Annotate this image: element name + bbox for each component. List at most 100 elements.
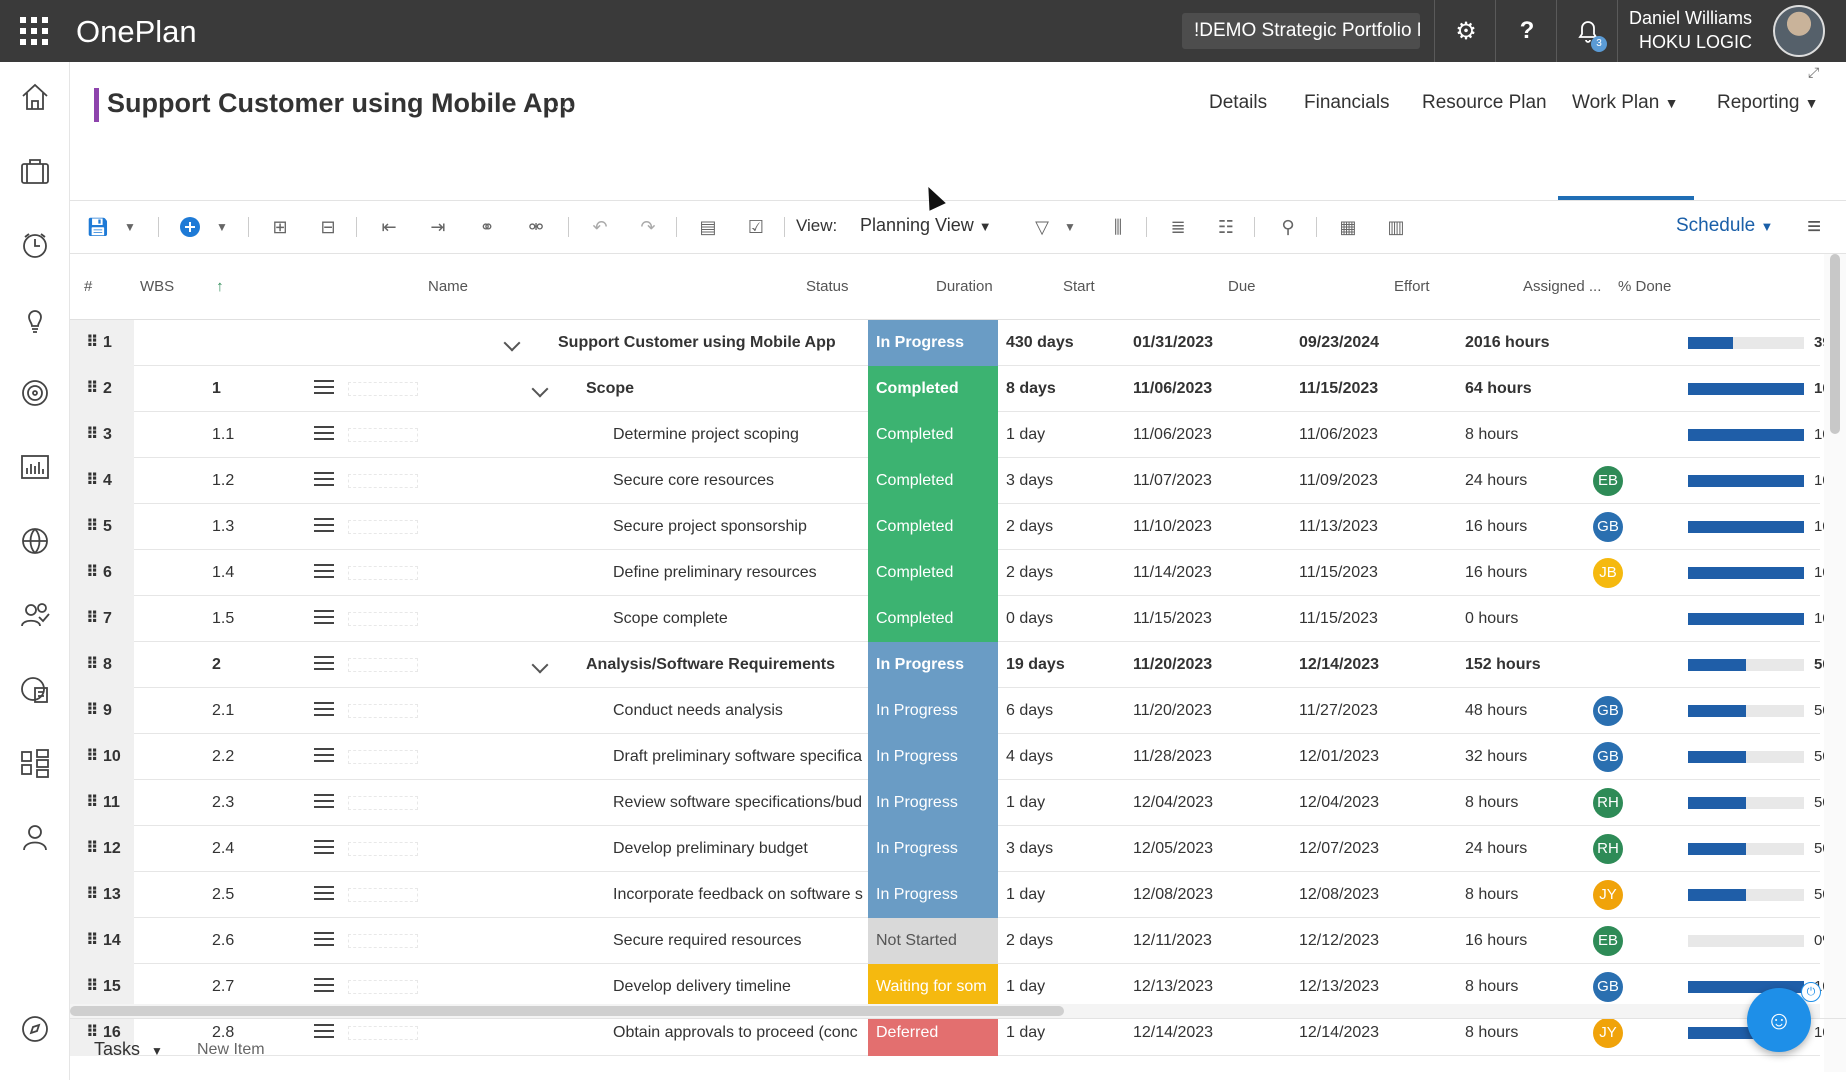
tab-reporting[interactable]: Reporting ▼ — [1717, 92, 1819, 114]
duration-cell[interactable]: 8 days — [1006, 380, 1056, 397]
status-badge[interactable]: In Progress — [868, 320, 998, 366]
tab-financials[interactable]: Financials — [1304, 92, 1390, 113]
duration-cell[interactable]: 0 days — [1006, 610, 1054, 627]
row-drag-handle[interactable]: ⠿ 14 — [70, 918, 134, 964]
table-row[interactable]: ⠿ 5 1.3 Secure project sponsorship Complete… — [70, 504, 1846, 550]
table-row[interactable]: ⠿ 3 1.1 Determine project scoping Completed… — [70, 412, 1846, 458]
collapse-all-icon[interactable]: ⊟ — [320, 216, 336, 237]
due-cell[interactable]: 12/12/2023 — [1299, 932, 1380, 949]
avatar[interactable]: JY — [1593, 1018, 1623, 1048]
start-cell[interactable]: 12/05/2023 — [1133, 840, 1214, 857]
redo-icon[interactable]: ↷ — [640, 216, 656, 237]
effort-cell[interactable]: 24 hours — [1465, 472, 1528, 489]
avatar[interactable]: GB — [1593, 742, 1623, 772]
table-row[interactable]: ⠿ 6 1.4 Define preliminary resources Comple… — [70, 550, 1846, 596]
horizontal-scroll-thumb[interactable] — [70, 1006, 1064, 1016]
status-badge[interactable]: In Progress — [868, 688, 998, 734]
task-name[interactable]: Develop preliminary budget — [613, 840, 808, 857]
title-more-icon[interactable]: ··· — [554, 96, 575, 116]
effort-cell[interactable]: 16 hours — [1465, 932, 1528, 949]
view-selector[interactable]: Planning View ▼ — [860, 215, 992, 236]
status-badge[interactable]: In Progress — [868, 642, 998, 688]
row-menu-icon[interactable] — [314, 610, 334, 628]
effort-cell[interactable]: 32 hours — [1465, 748, 1528, 765]
column-header-status[interactable]: Status — [806, 278, 849, 295]
table-row[interactable]: ⠿ 12 2.4 Develop preliminary budget In Prog… — [70, 826, 1844, 872]
user-icon[interactable] — [18, 820, 52, 854]
row-drag-handle[interactable]: ⠿ 10 — [70, 734, 134, 780]
row-drag-handle[interactable]: ⠿ 4 — [70, 458, 134, 504]
start-cell[interactable]: 12/13/2023 — [1133, 978, 1214, 995]
link-icon[interactable]: ⚭ — [479, 216, 495, 237]
avatar[interactable]: GB — [1593, 696, 1623, 726]
status-badge[interactable]: In Progress — [868, 780, 998, 826]
avatar[interactable]: GB — [1593, 512, 1623, 542]
filter-icon[interactable]: ▽ — [1035, 216, 1049, 237]
duration-cell[interactable]: 2 days — [1006, 518, 1054, 535]
user-avatar[interactable] — [1773, 5, 1825, 57]
new-item-button[interactable]: New Item — [197, 1041, 265, 1058]
task-name[interactable]: Secure required resources — [613, 932, 802, 949]
connect-icon[interactable]: ⚲ — [1281, 216, 1295, 237]
column-header-start[interactable]: Start — [1063, 278, 1095, 295]
outdent-icon[interactable]: ⇤ — [381, 216, 397, 237]
table-row[interactable]: ⠿ 9 2.1 Conduct needs analysis In Progress 6… — [70, 688, 1844, 734]
team-icon[interactable] — [18, 598, 52, 632]
duration-cell[interactable]: 4 days — [1006, 748, 1054, 765]
row-menu-icon[interactable] — [314, 840, 334, 858]
task-name[interactable]: Draft preliminary software specifica — [613, 748, 862, 765]
table-row[interactable]: ⠿ 11 2.3 Review software specifications/bu… — [70, 780, 1844, 826]
outline-icon[interactable]: ☷ — [1217, 216, 1235, 237]
start-cell[interactable]: 12/08/2023 — [1133, 886, 1214, 903]
task-name[interactable]: Review software specifications/bud — [613, 794, 863, 811]
duration-cell[interactable]: 3 days — [1006, 840, 1054, 857]
effort-cell[interactable]: 8 hours — [1465, 978, 1519, 995]
avatar[interactable]: GB — [1593, 972, 1623, 1002]
duration-cell[interactable]: 3 days — [1006, 472, 1054, 489]
row-drag-handle[interactable]: ⠿ 2 — [70, 366, 134, 412]
unlink-icon[interactable]: ⚮ — [528, 216, 544, 237]
status-badge[interactable]: Completed — [868, 458, 998, 504]
org-chart-icon[interactable] — [18, 746, 52, 780]
status-badge[interactable]: In Progress — [868, 872, 998, 918]
start-cell[interactable]: 11/20/2023 — [1133, 656, 1213, 673]
status-badge[interactable]: Completed — [868, 412, 998, 458]
task-name[interactable]: Incorporate feedback on software s — [613, 886, 863, 903]
task-name[interactable]: Determine project scoping — [613, 426, 799, 443]
chevron-down-icon[interactable] — [531, 656, 549, 674]
task-name[interactable]: Scope complete — [613, 610, 728, 627]
tab-work-plan[interactable]: Work Plan ▼ — [1572, 92, 1678, 114]
row-menu-icon[interactable] — [314, 702, 334, 720]
due-cell[interactable]: 12/04/2023 — [1299, 794, 1380, 811]
column-header-name[interactable]: Name — [428, 278, 469, 295]
indent-icon[interactable]: ⇥ — [430, 216, 446, 237]
task-name[interactable]: Secure core resources — [613, 472, 774, 489]
task-name[interactable]: Secure project sponsorship — [613, 518, 807, 535]
portfolio-selector[interactable]: !DEMO Strategic Portfolio M — [1182, 13, 1420, 49]
effort-cell[interactable]: 16 hours — [1465, 564, 1528, 581]
notes-icon[interactable]: ▤ — [699, 216, 717, 237]
filter-menu-caret-icon[interactable]: ▼ — [1064, 220, 1076, 234]
task-name[interactable]: Develop delivery timeline — [613, 978, 791, 995]
compass-icon[interactable] — [18, 1012, 52, 1046]
task-name[interactable]: Scope — [586, 380, 635, 397]
due-cell[interactable]: 12/07/2023 — [1299, 840, 1380, 857]
effort-cell[interactable]: 8 hours — [1465, 1024, 1519, 1041]
task-name[interactable]: Support Customer using Mobile App — [558, 334, 836, 351]
column-header-num[interactable]: # — [84, 278, 93, 295]
status-badge[interactable]: In Progress — [868, 826, 998, 872]
row-drag-handle[interactable]: ⠿ 11 — [70, 780, 134, 826]
status-badge[interactable]: Completed — [868, 596, 998, 642]
due-cell[interactable]: 11/27/2023 — [1299, 702, 1378, 719]
status-badge[interactable]: In Progress — [868, 734, 998, 780]
row-menu-icon[interactable] — [314, 748, 334, 766]
table-row[interactable]: ⠿ 2 1 Scope Completed 8 days 11/06/2023 11/15/… — [70, 366, 1846, 412]
expand-icon[interactable]: ⤢ — [1808, 64, 1820, 80]
app-launcher-icon[interactable] — [20, 17, 48, 45]
gear-icon[interactable]: ⚙ — [1455, 17, 1477, 45]
briefcase-icon[interactable] — [18, 154, 52, 188]
vertical-scrollbar[interactable] — [1824, 254, 1846, 1072]
effort-cell[interactable]: 64 hours — [1465, 380, 1532, 397]
effort-cell[interactable]: 152 hours — [1465, 656, 1541, 673]
duration-cell[interactable]: 1 day — [1006, 426, 1046, 443]
